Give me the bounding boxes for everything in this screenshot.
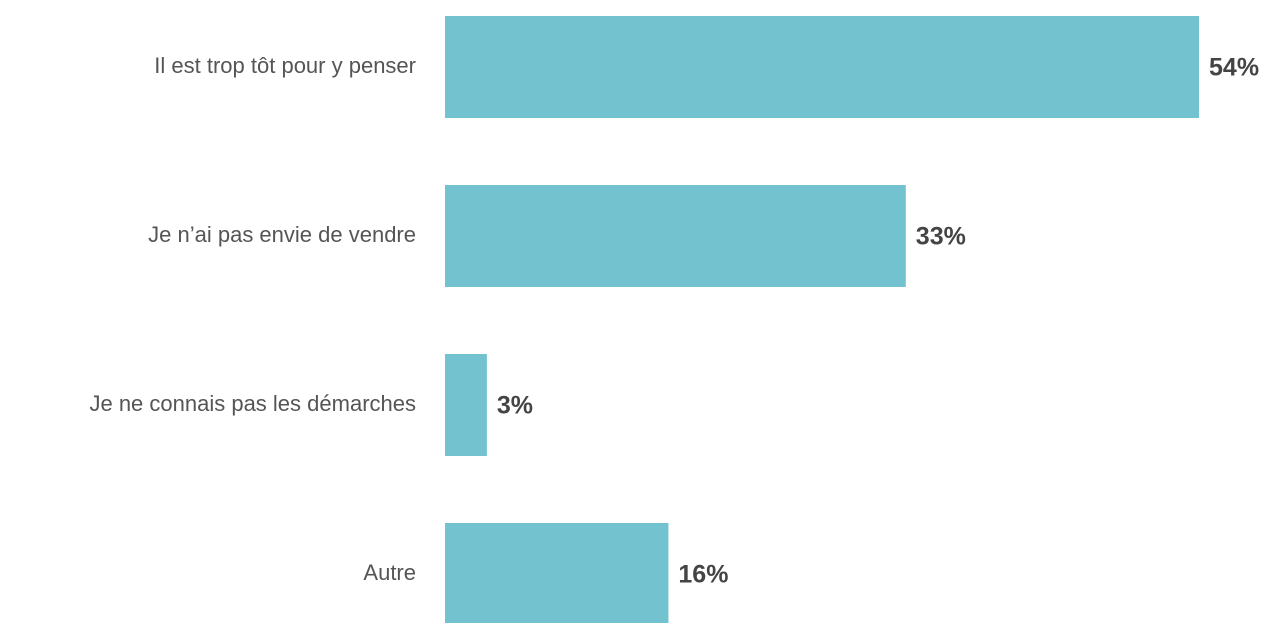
category-label: Je n’ai pas envie de vendre xyxy=(148,222,416,247)
value-label: 3% xyxy=(497,392,533,420)
category-label: Il est trop tôt pour y penser xyxy=(154,53,416,78)
bar xyxy=(445,16,1200,118)
bar xyxy=(445,354,487,456)
category-label: Je ne connais pas les démarches xyxy=(89,391,416,416)
value-label: 33% xyxy=(916,223,966,251)
value-label: 54% xyxy=(1209,54,1259,82)
bar xyxy=(445,523,669,623)
category-label: Autre xyxy=(363,560,416,585)
value-label: 16% xyxy=(678,561,728,589)
bar xyxy=(445,185,906,287)
